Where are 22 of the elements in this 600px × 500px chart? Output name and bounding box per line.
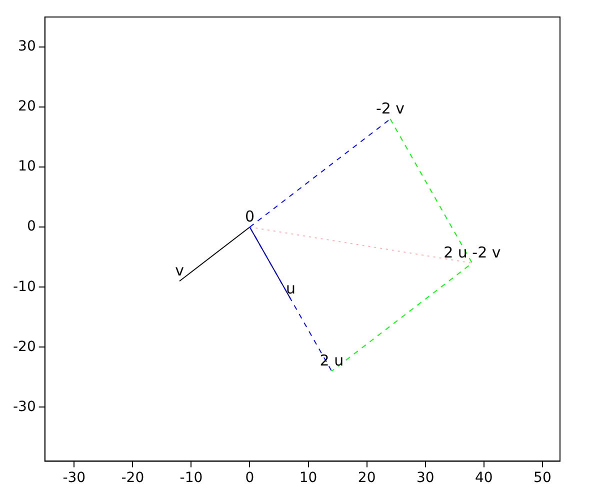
- x-tick-label: -30: [62, 470, 86, 486]
- annotation: u: [286, 280, 296, 298]
- x-tick-label: 30: [416, 470, 434, 486]
- annotation: 2 u -2 v: [444, 244, 501, 262]
- annotation: v: [175, 262, 184, 280]
- y-tick-label: -30: [12, 398, 36, 415]
- y-tick-label: 0: [26, 218, 36, 235]
- annotation: -2 v: [376, 99, 405, 118]
- y-tick-label: 20: [18, 98, 36, 115]
- x-tick-label: 10: [299, 470, 318, 486]
- y-tick-label: -20: [12, 338, 36, 355]
- x-tick-label: -20: [121, 470, 144, 486]
- annotation: 0: [244, 207, 255, 226]
- y-tick-label: 30: [18, 38, 36, 55]
- x-tick-label: 50: [534, 470, 552, 486]
- x-tick-label: 20: [358, 470, 376, 486]
- y-tick-label: 10: [18, 158, 36, 175]
- x-tick-label: 0: [245, 470, 254, 486]
- annotation: 2 u: [320, 352, 344, 370]
- x-tick-label: -10: [180, 470, 203, 486]
- y-tick-label: -10: [12, 278, 36, 295]
- x-tick-label: 40: [474, 470, 493, 486]
